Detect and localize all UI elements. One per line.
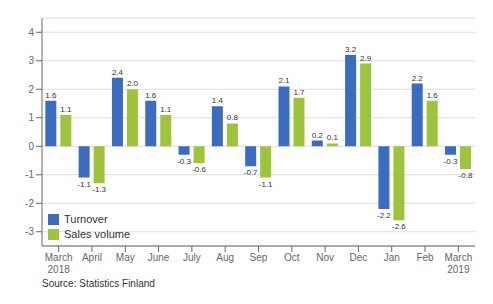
- svg-text:3: 3: [28, 55, 34, 66]
- svg-text:1.1: 1.1: [60, 105, 72, 114]
- svg-text:1.7: 1.7: [293, 88, 305, 97]
- svg-text:March2018: March2018: [45, 252, 73, 275]
- svg-text:Feb: Feb: [416, 252, 434, 263]
- svg-text:0.8: 0.8: [227, 113, 239, 122]
- svg-text:-0.8: -0.8: [459, 171, 473, 180]
- svg-text:June: June: [148, 252, 170, 263]
- svg-text:1.6: 1.6: [45, 91, 57, 100]
- svg-text:March2019: March2019: [444, 252, 472, 275]
- svg-text:1: 1: [28, 112, 34, 123]
- html-text:Turnover: Turnover: [64, 213, 108, 225]
- svg-text:2.1: 2.1: [278, 76, 290, 85]
- svg-text:1.1: 1.1: [160, 105, 172, 114]
- svg-text:-3: -3: [25, 226, 34, 237]
- svg-text:2: 2: [28, 84, 34, 95]
- svg-text:-0.7: -0.7: [244, 168, 258, 177]
- svg-text:-1.1: -1.1: [77, 180, 91, 189]
- svg-text:-0.3: -0.3: [177, 157, 191, 166]
- svg-text:0.1: 0.1: [327, 133, 339, 142]
- svg-text:2.2: 2.2: [412, 74, 424, 83]
- svg-text:0: 0: [28, 141, 34, 152]
- svg-text:1.6: 1.6: [145, 91, 157, 100]
- svg-text:0.2: 0.2: [312, 131, 324, 140]
- svg-text:-1.3: -1.3: [92, 185, 106, 194]
- svg-text:Sep: Sep: [250, 252, 268, 263]
- svg-text:Aug: Aug: [216, 252, 234, 263]
- svg-text:Dec: Dec: [350, 252, 368, 263]
- svg-text:1.4: 1.4: [212, 96, 224, 105]
- svg-text:4: 4: [28, 27, 34, 38]
- html-text:Sales volume: Sales volume: [64, 228, 130, 240]
- html-text:Source: Statistics Finland: Source: Statistics Finland: [42, 278, 155, 289]
- svg-text:3.2: 3.2: [345, 45, 357, 54]
- svg-text:-2: -2: [25, 198, 34, 209]
- svg-text:-1.1: -1.1: [259, 180, 273, 189]
- svg-text:July: July: [183, 252, 201, 263]
- svg-text:2.4: 2.4: [112, 68, 124, 77]
- svg-text:2.0: 2.0: [127, 79, 139, 88]
- svg-text:2.9: 2.9: [360, 54, 372, 63]
- svg-text:Nov: Nov: [316, 252, 334, 263]
- svg-text:Jan: Jan: [384, 252, 400, 263]
- svg-text:-0.6: -0.6: [192, 165, 206, 174]
- svg-text:May: May: [116, 252, 135, 263]
- svg-text:-2.2: -2.2: [377, 211, 391, 220]
- svg-text:April: April: [82, 252, 102, 263]
- svg-text:-2.6: -2.6: [392, 222, 406, 231]
- svg-text:-1: -1: [25, 169, 34, 180]
- svg-text:Oct: Oct: [284, 252, 300, 263]
- svg-text:1.6: 1.6: [427, 91, 439, 100]
- svg-text:-0.3: -0.3: [444, 157, 458, 166]
